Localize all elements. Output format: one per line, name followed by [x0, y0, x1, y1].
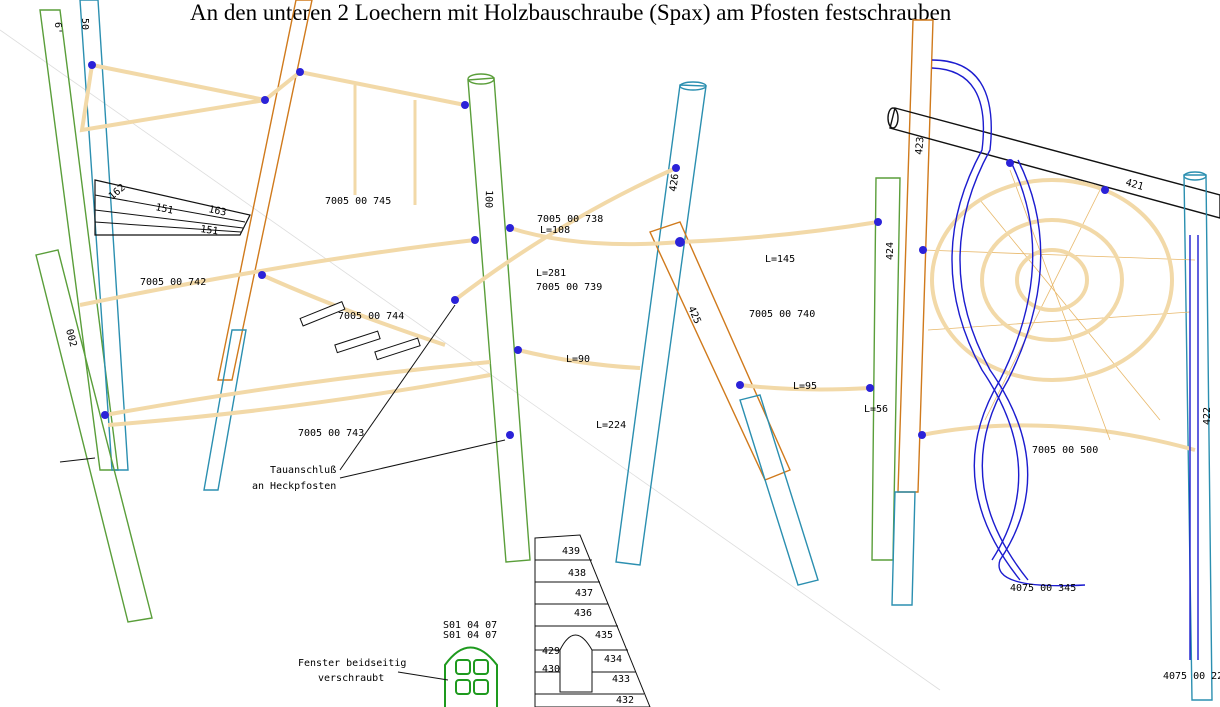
construction-line — [0, 30, 940, 690]
part-label: 7005 00 742 — [140, 277, 206, 288]
post-label: 6' — [52, 22, 63, 34]
part-label: 7005 00 743 — [298, 428, 364, 439]
part-label: 4075 00 345 — [1010, 583, 1076, 594]
platform-label: 151 — [154, 202, 174, 217]
part-label: L=90 — [566, 354, 590, 365]
ladder-label: 436 — [574, 608, 592, 619]
platform-label: 163 — [207, 204, 227, 219]
ladder-label: 435 — [595, 630, 613, 641]
part-label: 7005 00 745 — [325, 196, 391, 207]
part-label: 7005 00 744 — [338, 311, 404, 322]
callout: verschraubt — [318, 673, 384, 684]
window — [445, 648, 497, 707]
post-label: 423 — [914, 136, 927, 155]
part-label: L=281 — [536, 268, 566, 279]
ladder-label: 433 — [612, 674, 630, 685]
callout: an Heckpfosten — [252, 481, 336, 492]
part-label: L=145 — [765, 254, 795, 265]
callout: Tauanschluß — [270, 465, 336, 476]
part-label: L=56 — [864, 404, 888, 415]
part-label: L=108 — [540, 225, 570, 236]
post-label: 424 — [885, 242, 896, 260]
ladder-label: 429 — [542, 646, 560, 657]
part-label: L=224 — [596, 420, 626, 431]
post-label: 100 — [482, 190, 494, 208]
post-label: 421 — [1124, 177, 1144, 193]
connectors — [88, 61, 1109, 439]
ladder-label: 438 — [568, 568, 586, 579]
leaders — [60, 305, 505, 680]
ladder — [535, 535, 650, 707]
ladder-label: 434 — [604, 654, 622, 665]
part-label: L=95 — [793, 381, 817, 392]
post-label: 002 — [63, 328, 78, 348]
post-label: 50 — [79, 18, 90, 30]
posts — [36, 0, 1220, 700]
part-label: 7005 00 738 — [537, 214, 603, 225]
ladder-label: 437 — [575, 588, 593, 599]
part-label: 7005 00 740 — [749, 309, 815, 320]
callout: S01 04 07 — [443, 630, 497, 641]
callout: Fenster beidseitig — [298, 658, 406, 669]
drawing: An den unteren 2 Loechern mit Holzbausch… — [0, 0, 1220, 707]
ladder-label: 430 — [542, 664, 560, 675]
instruction: An den unteren 2 Loechern mit Holzbausch… — [190, 0, 952, 25]
ladder-label: 439 — [562, 546, 580, 557]
ladder-label: 432 — [616, 695, 634, 706]
post-label: 422 — [1202, 407, 1213, 425]
part-label: 7005 00 739 — [536, 282, 602, 293]
part-label: 4075 00 22 — [1163, 671, 1220, 682]
post-label: 426 — [668, 173, 681, 192]
ropes — [80, 65, 1195, 450]
part-label: 7005 00 500 — [1032, 445, 1098, 456]
